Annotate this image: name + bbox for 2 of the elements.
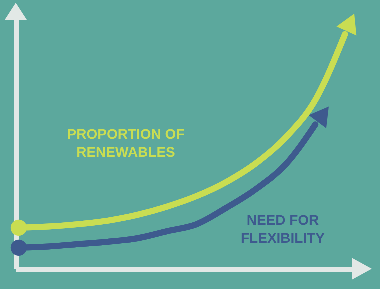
text: PROPORTION OF RENEWABLES xyxy=(67,126,186,160)
series-label: NEED FOR FLEXIBILITY xyxy=(241,212,326,246)
